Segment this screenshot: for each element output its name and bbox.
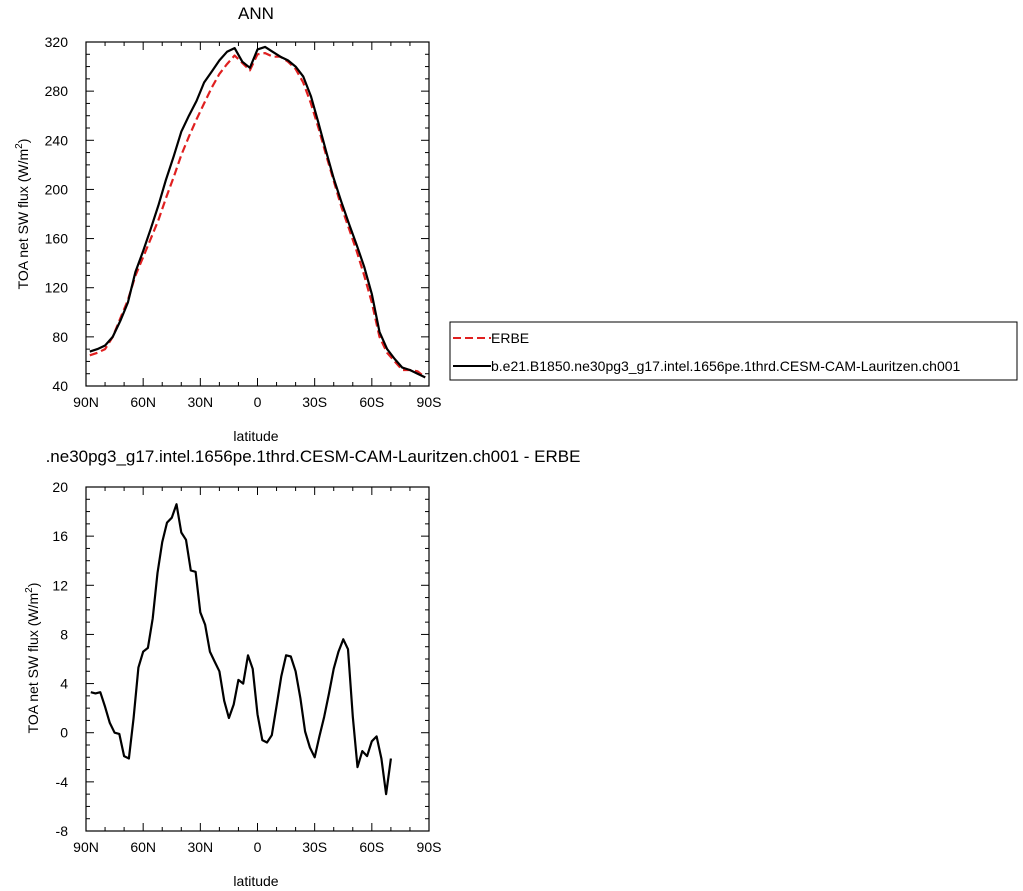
y-tick-label: 40 [52, 378, 68, 394]
top-x-axis-label: latitude [233, 428, 278, 444]
y-tick-label: 12 [52, 577, 68, 593]
y-tick-label: 320 [45, 34, 69, 50]
x-tick-label: 90S [417, 394, 442, 410]
x-tick-label: 60N [130, 839, 156, 855]
y-tick-label: 120 [45, 280, 69, 296]
x-tick-label: 30S [302, 394, 327, 410]
top-y-axis-label: TOA net SW flux (W/m2) [14, 139, 31, 290]
top-chart-title: ANN [238, 4, 274, 23]
bottom-y-axis-label: TOA net SW flux (W/m2) [24, 583, 41, 734]
y-tick-label: -8 [56, 823, 69, 839]
x-tick-label: 0 [254, 394, 262, 410]
top-plot-area: 90N 60N 30N 0 30S 60S 90S 40 80 120 160 200 240 280 32… [45, 34, 442, 410]
x-tick-label: 30N [187, 839, 213, 855]
y-tick-label: 80 [52, 329, 68, 345]
x-tick-label: 30S [302, 839, 327, 855]
bottom-panel: .ne30pg3_g17.intel.1656pe.1thrd.CESM-CAM… [24, 447, 580, 889]
x-tick-label: 0 [254, 839, 262, 855]
y-tick-label: 16 [52, 528, 68, 544]
plot-frame [85, 486, 430, 832]
y-tick-label: 240 [45, 132, 69, 148]
y-tick-label: 8 [60, 626, 68, 642]
y-tick-label: 4 [60, 676, 68, 692]
x-tick-label: 90N [73, 839, 99, 855]
bottom-chart-title: .ne30pg3_g17.intel.1656pe.1thrd.CESM-CAM… [46, 447, 581, 466]
y-tick-label: 200 [45, 181, 69, 197]
plot-frame [85, 41, 430, 387]
series-line-1 [89, 45, 426, 379]
y-tick-label: 20 [52, 479, 68, 495]
x-tick-label: 30N [187, 394, 213, 410]
y-tick-label: -4 [56, 774, 69, 790]
top-panel: ANN 90N 60N 30N 0 30S 60S 90S 40 80 120 160 200 240 2… [14, 4, 441, 444]
x-tick-label: 60N [130, 394, 156, 410]
legend: ERBE b.e21.B1850.ne30pg3_g17.intel.1656p… [449, 321, 1018, 381]
bottom-plot-area: 90N 60N 30N 0 30S 60S 90S -8 -4 0 4 8 12 16 20 [52, 479, 441, 855]
y-tick-label: 0 [60, 725, 68, 741]
legend-label-model: b.e21.B1850.ne30pg3_g17.intel.1656pe.1th… [491, 358, 961, 374]
bottom-x-axis-label: latitude [233, 873, 278, 889]
legend-box [449, 321, 1018, 381]
y-tick-label: 280 [45, 83, 69, 99]
series-line-0 [89, 52, 426, 379]
legend-label-erbe: ERBE [491, 330, 529, 346]
x-tick-label: 90N [73, 394, 99, 410]
x-tick-label: 90S [417, 839, 442, 855]
x-tick-label: 60S [359, 394, 384, 410]
series-line-0 [90, 503, 392, 796]
y-tick-label: 160 [45, 231, 69, 247]
x-tick-label: 60S [359, 839, 384, 855]
